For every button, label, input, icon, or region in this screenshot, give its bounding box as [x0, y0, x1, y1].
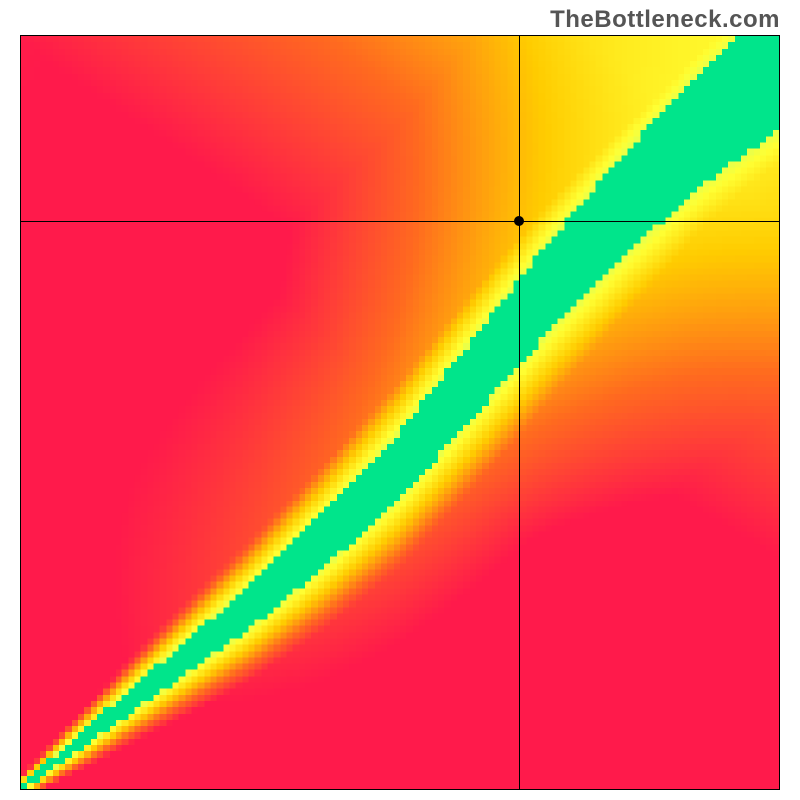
watermark-text: TheBottleneck.com: [550, 6, 780, 34]
bottleneck-heatmap: [20, 35, 780, 790]
heatmap-canvas: [21, 36, 779, 789]
